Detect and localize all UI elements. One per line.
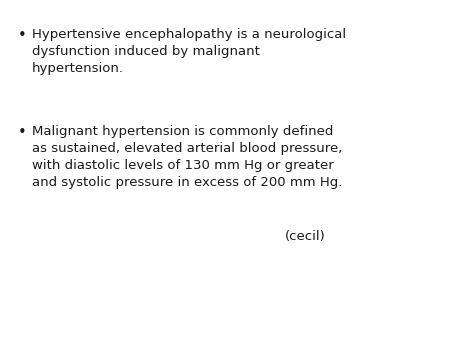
Text: (cecil): (cecil) <box>285 230 326 243</box>
Text: •: • <box>18 125 27 140</box>
Text: •: • <box>18 28 27 43</box>
Text: Malignant hypertension is commonly defined
as sustained, elevated arterial blood: Malignant hypertension is commonly defin… <box>32 125 342 189</box>
Text: Hypertensive encephalopathy is a neurological
dysfunction induced by malignant
h: Hypertensive encephalopathy is a neurolo… <box>32 28 346 75</box>
